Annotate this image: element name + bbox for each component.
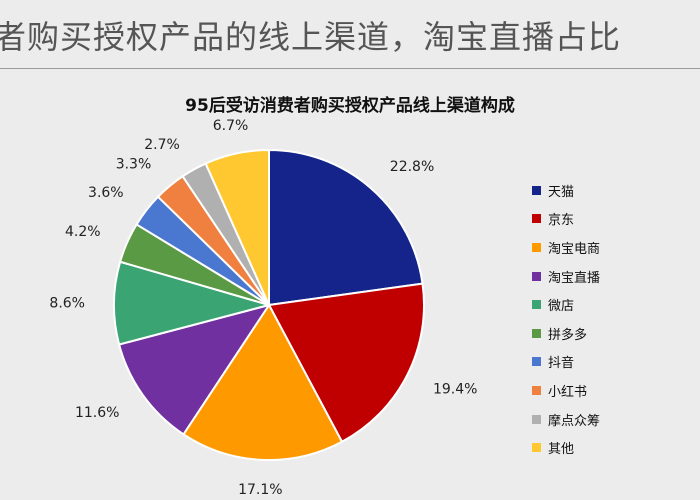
legend-label: 京东 bbox=[548, 213, 575, 229]
legend-swatch bbox=[532, 271, 541, 281]
legend-item: 摩点众筹 bbox=[532, 405, 600, 434]
chart-title: 95后受访消费者购买授权产品线上渠道构成 bbox=[185, 96, 515, 116]
legend-label: 淘宝直播 bbox=[548, 270, 601, 286]
legend-swatch bbox=[532, 185, 541, 195]
pie-slice bbox=[267, 282, 425, 444]
legend-item: 天猫 bbox=[532, 176, 600, 205]
legend-label: 拼多多 bbox=[548, 327, 588, 343]
header-divider bbox=[0, 68, 700, 69]
legend-item: 淘宝直播 bbox=[532, 262, 600, 291]
slice-data-label: 6.7% bbox=[213, 118, 249, 134]
pie-slice bbox=[182, 303, 344, 461]
legend-label: 摩点众筹 bbox=[548, 413, 601, 429]
legend-swatch bbox=[532, 214, 541, 224]
legend-item: 淘宝电商 bbox=[532, 233, 600, 262]
legend-swatch bbox=[532, 385, 541, 395]
slice-data-label: 4.2% bbox=[65, 224, 101, 240]
legend-label: 其他 bbox=[548, 442, 575, 458]
legend-item: 京东 bbox=[532, 205, 600, 234]
legend-item: 拼多多 bbox=[532, 319, 600, 348]
legend-label: 淘宝电商 bbox=[548, 241, 601, 257]
pie-slice bbox=[113, 260, 273, 346]
legend-label: 小红书 bbox=[548, 384, 588, 400]
slice-data-label: 3.3% bbox=[116, 157, 152, 173]
slice-data-label: 2.7% bbox=[144, 137, 180, 153]
page-headline: 者购买授权产品的线上渠道，淘宝直播占比 bbox=[0, 18, 622, 56]
legend-swatch bbox=[532, 443, 541, 453]
slice-data-label: 8.6% bbox=[49, 296, 85, 312]
legend-swatch bbox=[532, 300, 541, 310]
legend-label: 天猫 bbox=[548, 184, 575, 200]
chart-legend: 天猫京东淘宝电商淘宝直播微店拼多多抖音小红书摩点众筹其他 bbox=[532, 176, 600, 462]
pie-slice bbox=[268, 148, 424, 307]
legend-item: 抖音 bbox=[532, 348, 600, 377]
legend-swatch bbox=[532, 357, 541, 367]
legend-label: 微店 bbox=[548, 299, 575, 315]
legend-item: 其他 bbox=[532, 433, 600, 462]
legend-label: 抖音 bbox=[548, 356, 575, 372]
slice-data-label: 17.1% bbox=[238, 482, 282, 498]
legend-swatch bbox=[532, 328, 541, 338]
legend-item: 小红书 bbox=[532, 376, 600, 405]
slice-data-label: 11.6% bbox=[75, 405, 119, 421]
pie-slice bbox=[117, 303, 272, 436]
pie-slice bbox=[204, 148, 270, 306]
slice-data-label: 19.4% bbox=[433, 382, 477, 398]
legend-swatch bbox=[532, 242, 541, 252]
legend-item: 微店 bbox=[532, 290, 600, 319]
slice-data-label: 3.6% bbox=[88, 185, 124, 201]
slice-data-label: 22.8% bbox=[390, 159, 434, 175]
legend-swatch bbox=[532, 414, 541, 424]
